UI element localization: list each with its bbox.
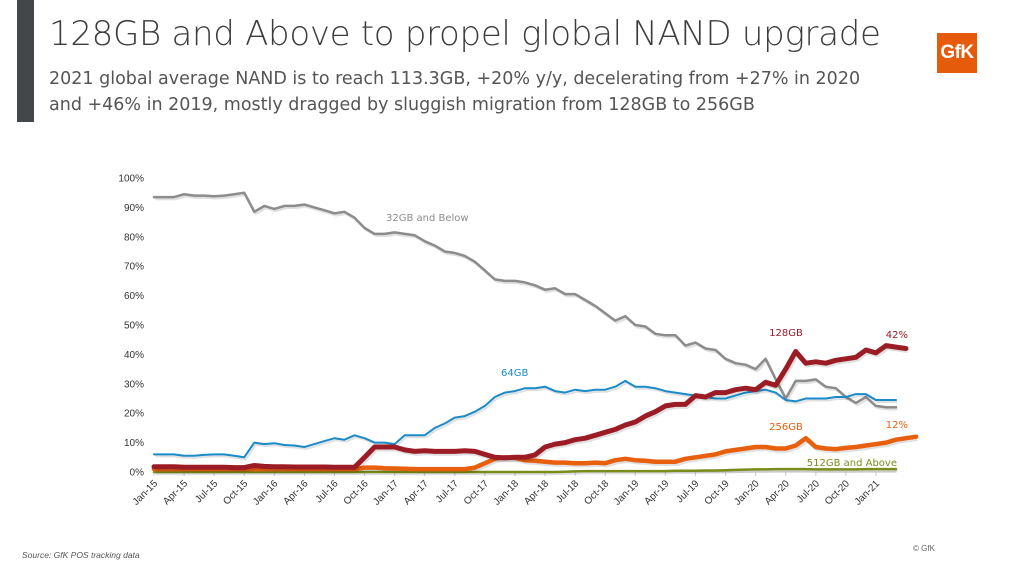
gfk-logo: GfK [937,33,977,73]
x-tick-label: Oct-20 [823,478,852,507]
y-tick-label: 60% [124,291,144,302]
x-tick-label: Jul-16 [314,478,341,505]
y-tick-label: 90% [124,203,144,214]
x-tick-label: Oct-18 [582,478,611,507]
x-tick-label: Jan-17 [371,478,401,508]
series-shadow [155,469,898,476]
series-end-label: 42% [886,330,908,341]
y-tick-label: 40% [124,350,144,361]
x-tick-label: Jan-19 [612,478,642,508]
x-axis: Jan-15 Apr-15 Jul-15 Oct-15 Jan-16 Apr-16 Jul-… [131,471,896,508]
source-note: Source: GfK POS tracking data [22,550,140,560]
series-labels: 32GB and Below 64GB 128GB 42% 256GB 12% 512GB … [386,213,908,469]
accent-bar [17,0,34,122]
x-tick-label: Oct-15 [221,478,250,507]
y-tick-label: 80% [124,232,144,243]
series-line-512gb-and-above [152,467,898,474]
series-line-128gb [151,343,909,471]
y-tick-label: 100% [118,174,144,185]
series-label: 64GB [501,368,528,379]
x-tick-label: Apr-16 [282,478,311,507]
x-tick-label: Jan-18 [492,478,522,508]
subtitle-line-1: 2021 global average NAND is to reach 113… [49,69,861,89]
x-tick-label: Oct-19 [703,478,732,507]
series-label: 32GB and Below [386,213,469,224]
x-tick-label: Apr-17 [402,478,431,507]
x-tick-label: Jul-18 [554,478,581,505]
series-label: 256GB [769,422,803,433]
series-label: 512GB and Above [807,458,897,469]
x-tick-label: Jul-20 [795,478,822,505]
series-label: 128GB [769,328,803,339]
x-tick-label: Jul-19 [675,478,702,505]
x-tick-label: Apr-18 [522,478,551,507]
series-line-32gb-and-below [152,191,898,409]
x-tick-label: Apr-15 [161,478,190,507]
y-axis: 0% 10% 20% 30% 40% 50% 60% 70% 80% 90% 100% [118,174,144,479]
x-tick-label: Oct-17 [462,478,491,507]
x-tick-label: Jan-20 [732,478,762,508]
series-end-label: 12% [886,420,908,431]
y-tick-label: 70% [124,262,144,273]
series-shadow [155,381,898,461]
y-tick-label: 0% [130,468,145,479]
page-subtitle: 2021 global average NAND is to reach 113… [49,66,929,118]
series-lines [151,191,919,476]
x-tick-label: Apr-19 [642,478,671,507]
x-tick-label: Apr-20 [763,478,792,507]
copyright: © GfK [913,544,935,553]
y-tick-label: 10% [124,438,144,449]
page-title: 128GB and Above to propel global NAND up… [49,14,881,54]
y-tick-label: 20% [124,409,144,420]
x-tick-label: Jan-16 [251,478,281,508]
x-tick-label: Jan-21 [853,478,883,508]
subtitle-line-2: and +46% in 2019, mostly dragged by slug… [49,95,755,115]
y-tick-label: 30% [124,379,144,390]
series-shadow [155,345,908,473]
x-tick-label: Oct-16 [342,478,371,507]
series-line-64gb [153,379,897,459]
y-tick-label: 50% [124,321,144,332]
x-tick-label: Jul-15 [193,478,220,505]
x-tick-label: Jul-17 [434,478,461,505]
x-tick-label: Jan-15 [131,478,161,508]
